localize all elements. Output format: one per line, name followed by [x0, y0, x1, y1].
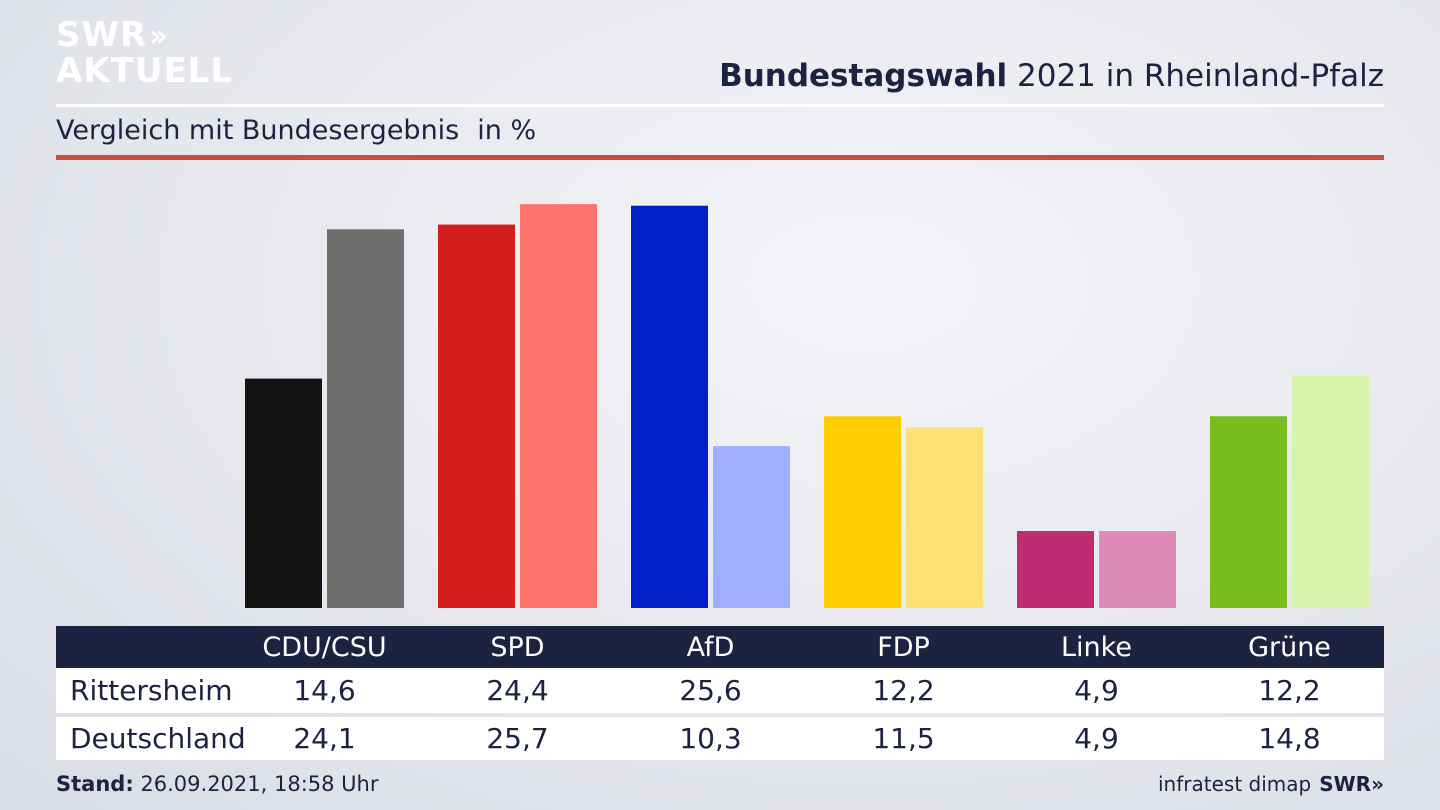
chart-subtitle: Vergleich mit Bundesergebnis in % [56, 115, 536, 146]
table-row-rittersheim: Rittersheim 14,6 24,4 25,6 12,2 4,9 12,2 [56, 668, 1384, 713]
page-title: Bundestagswahl 2021 in Rheinland-Pfalz [719, 58, 1384, 94]
bar-cdu-csu-deutschland [327, 229, 404, 608]
stand-label: Stand: [56, 772, 134, 796]
title-divider [56, 104, 1384, 107]
source-label: infratest dimap [1158, 772, 1312, 796]
table-cell: 25,6 [679, 674, 742, 707]
table-cell: 10,3 [679, 722, 742, 755]
bar-afd-rittersheim [631, 205, 708, 608]
subtitle-unit: in % [477, 115, 537, 146]
column-header: Linke [1061, 631, 1132, 663]
bar-fdp-rittersheim [824, 416, 901, 608]
row-label: Rittersheim [70, 674, 233, 707]
table-cell: 12,2 [1258, 674, 1321, 707]
bar-grüne-rittersheim [1210, 416, 1287, 608]
table-cell: 4,9 [1074, 674, 1119, 707]
column-header: Grüne [1248, 631, 1331, 663]
table-cell: 24,1 [293, 722, 356, 755]
bar-linke-deutschland [1099, 531, 1176, 608]
bar-afd-deutschland [713, 446, 790, 608]
table-cell: 11,5 [872, 722, 935, 755]
timestamp: Stand: 26.09.2021, 18:58 Uhr [56, 772, 379, 796]
results-table: CDU/CSU SPD AfD FDP Linke Grüne Rittersheim 14… [56, 626, 1384, 760]
title-rest: 2021 in Rheinland-Pfalz [1007, 58, 1384, 94]
bar-grüne-deutschland [1292, 375, 1369, 608]
swr-aktuell-logo: SWR›› AKTUELL [56, 18, 233, 88]
table-cell: 14,8 [1258, 722, 1321, 755]
logo-arrows-icon: ›› [149, 19, 168, 54]
source-credit: infratest dimap SWR» [1158, 772, 1384, 796]
subtitle-divider [56, 155, 1384, 160]
bar-cdu-csu-rittersheim [245, 378, 322, 608]
table-row-deutschland: Deutschland 24,1 25,7 10,3 11,5 4,9 14,8 [56, 717, 1384, 760]
table-cell: 25,7 [486, 722, 549, 755]
table-cell: 14,6 [293, 674, 356, 707]
column-header: SPD [490, 631, 545, 663]
column-header: CDU/CSU [262, 631, 387, 663]
table-header-row: CDU/CSU SPD AfD FDP Linke Grüne [56, 626, 1384, 668]
stand-value: 26.09.2021, 18:58 Uhr [133, 772, 379, 796]
logo-line1: SWR [56, 15, 148, 55]
column-header: AfD [686, 631, 735, 663]
column-header: FDP [877, 631, 930, 663]
table-cell: 12,2 [872, 674, 935, 707]
bar-spd-rittersheim [438, 224, 515, 609]
swr-brand-logo: SWR» [1319, 772, 1384, 796]
table-cell: 4,9 [1074, 722, 1119, 755]
logo-line2: AKTUELL [56, 51, 234, 91]
row-label: Deutschland [70, 722, 246, 755]
bar-fdp-deutschland [906, 427, 983, 608]
bar-spd-deutschland [520, 204, 597, 608]
title-bold: Bundestagswahl [719, 58, 1008, 94]
subtitle-text: Vergleich mit Bundesergebnis [56, 115, 460, 146]
bar-linke-rittersheim [1017, 531, 1094, 608]
table-cell: 24,4 [486, 674, 549, 707]
bar-chart [245, 204, 1369, 609]
